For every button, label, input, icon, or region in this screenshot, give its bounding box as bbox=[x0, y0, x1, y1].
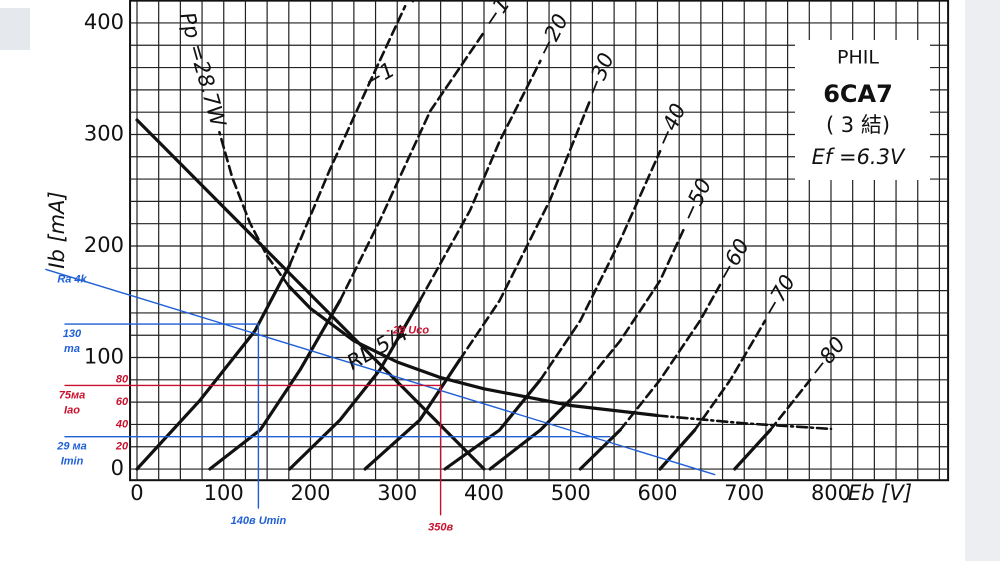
curve bbox=[458, 99, 592, 362]
curve bbox=[658, 428, 697, 471]
y-tick-label: 400 bbox=[84, 10, 124, 34]
y-tick-label: 200 bbox=[84, 233, 124, 257]
guide-line bbox=[64, 384, 442, 516]
inset-text: Ef =6.3V bbox=[812, 145, 906, 169]
x-tick-label: 0 bbox=[130, 481, 143, 505]
annotation: −1 bbox=[360, 57, 399, 93]
y-axis-label: Ib [mA] bbox=[45, 191, 69, 268]
labels: 0 100 200 300 400 500 600 700 800 0 100 200 300 400 80… bbox=[56, 0, 930, 534]
grid bbox=[129, 0, 950, 482]
curve-label: −20 bbox=[532, 10, 573, 60]
curve bbox=[769, 378, 812, 432]
x-tick-label: 300 bbox=[377, 481, 417, 505]
guide-label: Ra 4k bbox=[57, 273, 87, 285]
guide-line bbox=[64, 323, 260, 509]
y-tick-label: 0 bbox=[111, 456, 124, 480]
curve-label: −70 bbox=[757, 271, 800, 321]
x-tick-label: 200 bbox=[290, 481, 330, 505]
curve-label: −50 bbox=[676, 175, 716, 225]
inset-box bbox=[795, 40, 930, 180]
curve bbox=[338, 29, 487, 302]
curve bbox=[539, 149, 662, 382]
curve-label: −30 bbox=[580, 50, 619, 100]
x-tick-label: 100 bbox=[204, 481, 244, 505]
curve bbox=[288, 299, 422, 471]
inset-text: ( 3 結) bbox=[826, 113, 890, 137]
curve bbox=[363, 358, 462, 471]
plot-frame bbox=[129, 0, 950, 482]
curve bbox=[418, 59, 542, 302]
curve bbox=[287, 284, 660, 418]
inset-text: 6CA7 bbox=[823, 80, 893, 108]
curve bbox=[578, 428, 622, 471]
curve bbox=[656, 414, 833, 431]
extra-y-tick-label: 20 bbox=[115, 441, 129, 453]
guide-label: 130 bbox=[63, 328, 82, 340]
curve bbox=[135, 263, 292, 471]
x-tick-label: 400 bbox=[464, 481, 504, 505]
side-strip bbox=[965, 0, 1000, 561]
annotation: - 29 Uco bbox=[386, 325, 429, 337]
curve bbox=[733, 428, 772, 471]
guide-end-label: 140в Umin bbox=[231, 515, 287, 527]
guide-label: Iao bbox=[64, 404, 80, 416]
curve bbox=[208, 299, 342, 471]
curve-label: −60 bbox=[712, 235, 755, 285]
curve bbox=[618, 283, 722, 432]
inset-text: PHIL bbox=[837, 47, 879, 69]
curve bbox=[288, 4, 407, 267]
x-axis-label: Eb [V] bbox=[848, 481, 912, 505]
curve bbox=[135, 118, 486, 471]
extra-y-tick-label: 60 bbox=[116, 396, 129, 408]
extra-y-tick-label: 40 bbox=[115, 418, 129, 430]
guide-line bbox=[45, 268, 716, 476]
x-tick-label: 600 bbox=[637, 481, 677, 505]
plot-marks bbox=[45, 4, 833, 516]
guide-label: 29 ма bbox=[56, 441, 87, 453]
guide-label: ma bbox=[64, 343, 80, 355]
guide-end-label: 350в bbox=[428, 522, 453, 534]
y-tick-label: 100 bbox=[84, 345, 124, 369]
x-tick-label: 500 bbox=[551, 481, 591, 505]
corner-box bbox=[0, 8, 30, 50]
extra-y-tick-label: 80 bbox=[116, 374, 129, 386]
y-tick-label: 300 bbox=[84, 121, 124, 145]
curve bbox=[218, 130, 291, 288]
x-tick-label: 700 bbox=[724, 481, 764, 505]
curve-label: −40 bbox=[651, 100, 691, 150]
curve bbox=[693, 319, 767, 432]
guide-label: 75ма bbox=[59, 389, 86, 401]
curve bbox=[579, 224, 687, 392]
guide-label: Imin bbox=[61, 456, 84, 468]
x-tick-label: 800 bbox=[811, 481, 851, 505]
